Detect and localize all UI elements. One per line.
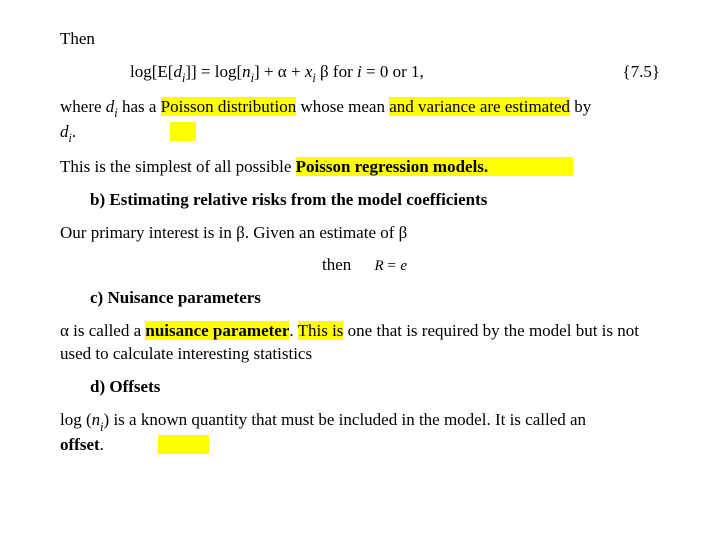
then-label: then [322, 255, 351, 274]
formula-r: R [375, 258, 383, 274]
beta-symbol: β [399, 223, 408, 242]
equation-body: log[E[di]] = log[ni] + α + xi β for i = … [130, 61, 424, 86]
eq-n: n [242, 62, 251, 81]
offsets-text: log ( [60, 410, 92, 429]
document-page: Then log[E[di]] = log[ni] + α + xi β for… [0, 0, 720, 487]
eq-end: = 0 or 1, [362, 62, 424, 81]
eq-part: log[E[ [130, 62, 173, 81]
eq-part: ]] = log[ [185, 62, 242, 81]
formula-inline: R = e [373, 256, 408, 276]
beta-symbol: β [236, 223, 245, 242]
then-formula-line: then R = e [60, 254, 670, 277]
highlight-offset-blank [158, 435, 209, 454]
offsets-bold: offset [60, 435, 100, 454]
highlight-poisson-regression: Poisson regression models. [296, 157, 489, 176]
equation-row: log[E[di]] = log[ni] + α + xi β for i = … [60, 61, 670, 86]
highlight-poisson-dist: Poisson distribution [161, 97, 297, 116]
where-text: where [60, 97, 106, 116]
beta-symbol: β [320, 62, 329, 81]
eq-plus: + [287, 62, 305, 81]
where-text: whose mean [296, 97, 389, 116]
primary-interest-line: Our primary interest is in β. Given an e… [60, 222, 670, 245]
offsets-i: i [100, 420, 103, 434]
eq-i2: i [251, 71, 254, 85]
offsets-dot: . [100, 435, 104, 454]
where-text: by [570, 97, 591, 116]
eq-part: ] + [254, 62, 278, 81]
primary-text: . Given an estimate of [245, 223, 399, 242]
primary-text: Our primary interest is in [60, 223, 236, 242]
highlight-thisis: This is [298, 321, 344, 340]
where-d: d [106, 97, 115, 116]
alpha-symbol: α [278, 62, 287, 81]
nuisance-paragraph: α is called a nuisance parameter. This i… [60, 320, 670, 366]
offsets-text: ) is a known quantity that must be inclu… [104, 410, 587, 429]
highlight-tail [488, 157, 573, 176]
eq-d: d [173, 62, 182, 81]
highlight-blank [170, 122, 196, 141]
heading-b: b) Estimating relative risks from the mo… [90, 189, 670, 212]
simplest-text: This is the simplest of all possible [60, 157, 296, 176]
where-paragraph: where di has a Poisson distribution whos… [60, 96, 670, 146]
formula-e: e [400, 258, 406, 274]
simplest-paragraph: This is the simplest of all possible Poi… [60, 156, 670, 179]
where-text: has a [118, 97, 161, 116]
eq-for: for [329, 62, 357, 81]
highlight-variance: and variance are estimated [389, 97, 570, 116]
eq-xi: i [312, 71, 315, 85]
nuisance-text: is called a [69, 321, 145, 340]
offsets-n: n [92, 410, 101, 429]
then-text: Then [60, 29, 95, 48]
nuisance-text: . [289, 321, 297, 340]
offsets-paragraph: log (ni) is a known quantity that must b… [60, 409, 670, 457]
heading-c: c) Nuisance parameters [90, 287, 670, 310]
where-i: i [114, 106, 117, 120]
alpha-symbol: α [60, 321, 69, 340]
then-line: Then [60, 28, 670, 51]
formula-eq: = [383, 258, 401, 274]
eq-i: i [182, 71, 185, 85]
highlight-nuisance: nuisance parameter [145, 321, 289, 340]
where-i2: i [69, 131, 72, 145]
where-dot: . [72, 122, 76, 141]
equation-tag: {7.5} [622, 61, 660, 84]
where-d2: d [60, 122, 69, 141]
heading-d: d) Offsets [90, 376, 670, 399]
